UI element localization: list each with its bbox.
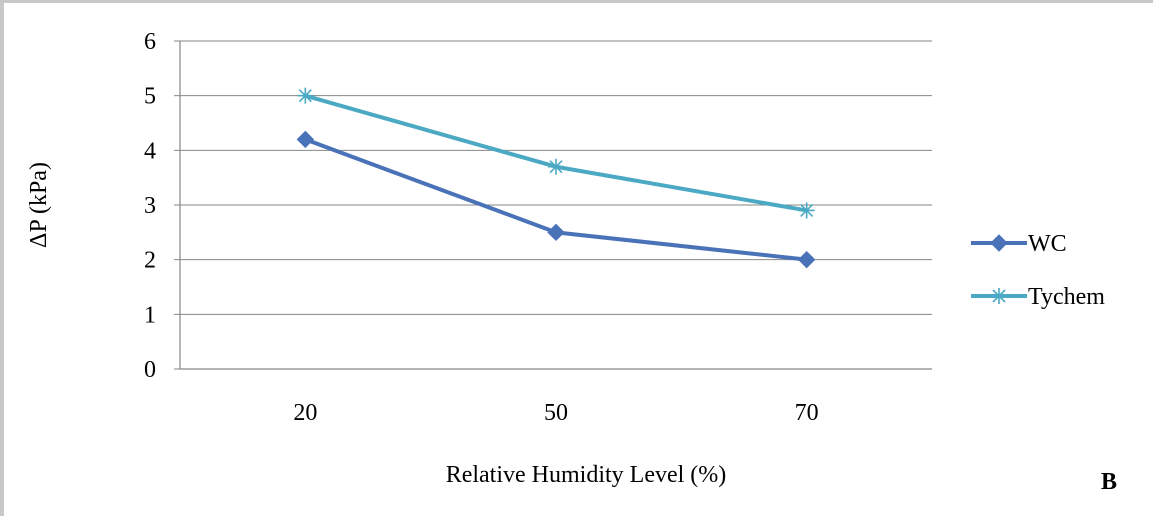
line-chart: 0 1 2 3 4 5 6 20 50 70 ΔP (kPa) Relative Humidit… xyxy=(26,29,1117,495)
marker-stroke xyxy=(800,203,814,218)
y-tick-label: 3 xyxy=(144,193,156,219)
data-point xyxy=(991,288,1007,304)
gridlines xyxy=(174,40,932,370)
data-point xyxy=(798,202,815,219)
data-point xyxy=(547,223,565,242)
x-axis-title: Relative Humidity Level (%) xyxy=(446,462,727,488)
y-tick-label: 2 xyxy=(144,248,156,274)
legend-item-tychem: Tychem xyxy=(971,284,1105,310)
series-wc xyxy=(296,130,816,269)
y-axis-title: ΔP (kPa) xyxy=(26,162,52,248)
series-layer xyxy=(296,87,816,269)
data-point xyxy=(990,234,1008,252)
y-tick-label: 6 xyxy=(144,29,156,55)
x-tick-labels: 20 50 70 xyxy=(293,400,818,426)
x-tick-label: 50 xyxy=(544,400,568,426)
legend-label: Tychem xyxy=(1028,284,1105,310)
legend-item-wc: WC xyxy=(971,231,1067,257)
marker-stroke xyxy=(549,160,563,174)
data-point xyxy=(296,130,315,149)
legend: WC Tychem xyxy=(971,231,1105,310)
data-point xyxy=(548,158,564,175)
series-line xyxy=(304,93,808,213)
panel-label: B xyxy=(1101,469,1117,495)
marker-stroke xyxy=(298,89,312,103)
y-tick-labels: 0 1 2 3 4 5 6 xyxy=(144,29,156,383)
data-point xyxy=(297,87,314,104)
y-tick-label: 1 xyxy=(144,302,156,328)
y-tick-label: 4 xyxy=(144,138,156,164)
marker-stroke xyxy=(992,289,1006,303)
series-line xyxy=(304,137,807,262)
x-tick-label: 70 xyxy=(795,400,819,426)
data-point xyxy=(797,250,816,269)
y-tick-label: 0 xyxy=(144,357,156,383)
y-tick-label: 5 xyxy=(144,84,156,110)
x-tick-label: 20 xyxy=(293,400,317,426)
legend-label: WC xyxy=(1028,231,1067,257)
series-tychem xyxy=(297,87,815,219)
